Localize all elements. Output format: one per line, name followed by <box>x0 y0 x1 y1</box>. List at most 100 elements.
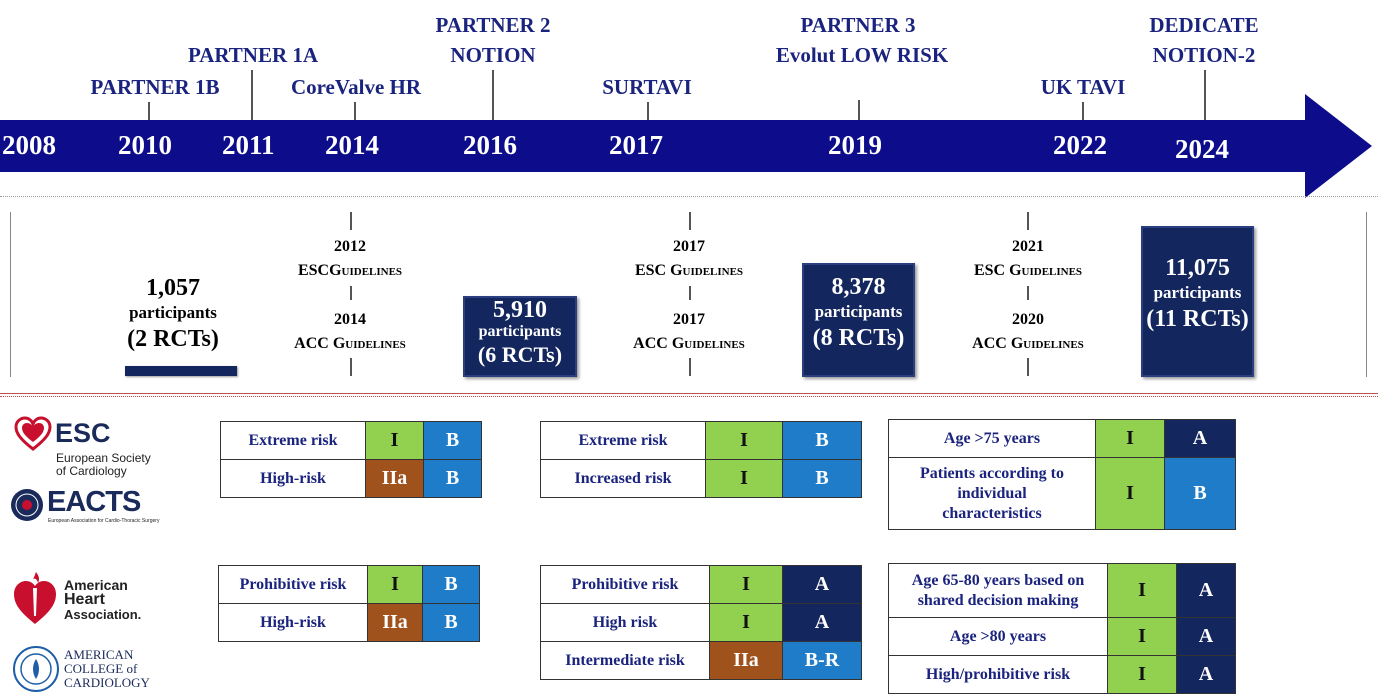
trial-notion: NOTION <box>450 43 536 67</box>
table-row: Patients according to individual charact… <box>888 457 1236 530</box>
level-cell: B <box>782 421 862 460</box>
level-cell: A <box>1176 655 1236 694</box>
level-cell: B <box>422 603 480 642</box>
level-cell: A <box>1176 617 1236 656</box>
participants-label: participants <box>129 303 217 322</box>
table-row: High/prohibitive risk I A <box>888 655 1236 694</box>
level-cell: A <box>782 565 862 604</box>
eacts-logo-mark: EACTS <box>47 486 141 518</box>
tick-2019 <box>858 100 860 120</box>
risk-label: High risk <box>540 603 710 642</box>
trial-evolut: Evolut LOW RISK <box>775 43 949 67</box>
acc-recommendation-table-1: Prohibitive risk I B High-risk IIa B <box>218 565 480 642</box>
level-cell: A <box>782 603 862 642</box>
class-cell: I <box>709 565 783 604</box>
table-row: Age >75 years I A <box>888 419 1236 458</box>
table-row: Intermediate risk IIa B-R <box>540 641 862 680</box>
tick-2014 <box>354 102 356 120</box>
risk-label: Extreme risk <box>220 421 366 460</box>
guide-tick <box>1027 358 1029 376</box>
esc-recommendation-table-2: Extreme risk I B Increased risk I B <box>540 421 862 498</box>
table-row: Age >80 years I A <box>888 617 1236 656</box>
participants-number: 8,378 <box>831 274 886 300</box>
esc-logo-line2: of Cardiology <box>56 464 127 478</box>
level-cell: A <box>1176 563 1236 618</box>
eacts-logo-sub: European Association for Cardio-Thoracic… <box>48 518 160 524</box>
guide-tick <box>1027 286 1029 300</box>
tick-2017 <box>647 102 649 120</box>
year-2017: 2017 <box>609 130 663 160</box>
year-2010: 2010 <box>118 130 172 160</box>
esc-guideline-label: ESCGuidelines <box>297 262 403 279</box>
participants-rcts: (6 RCTs) <box>477 342 563 367</box>
esc-recommendation-table-3: Age >75 years I A Patients according to … <box>888 419 1236 530</box>
class-cell: IIa <box>367 603 423 642</box>
class-cell: I <box>1095 419 1165 458</box>
eacts-seal-icon <box>11 489 43 521</box>
class-cell: IIa <box>365 459 424 498</box>
risk-label-text: Age >75 years <box>943 429 1041 447</box>
acc-guideline-year: 2014 <box>334 311 366 328</box>
table-row: High-risk IIa B <box>220 459 482 498</box>
esc-guideline-year: 2017 <box>673 238 705 255</box>
esc-guideline-label: ESC Guidelines <box>634 262 744 279</box>
divider-top <box>0 196 1378 197</box>
esc-heart-icon <box>14 416 52 451</box>
participants-box-2: 5,910 participants (6 RCTs) <box>463 296 577 377</box>
participants-label: participants <box>1153 283 1242 302</box>
tick-2024 <box>1204 70 1206 120</box>
class-cell: I <box>365 421 424 460</box>
guide-tick <box>689 212 691 230</box>
esc-guideline-year: 2021 <box>1012 238 1044 255</box>
table-row: High risk I A <box>540 603 862 642</box>
risk-label: Prohibitive risk <box>540 565 710 604</box>
level-cell: B-R <box>782 641 862 680</box>
year-2008: 2008 <box>2 130 56 160</box>
class-cell: I <box>709 603 783 642</box>
aha-logo-line2: Heart <box>64 591 105 608</box>
acc-guideline-label: ACC Guidelines <box>294 335 406 352</box>
trial-partner1b: PARTNER 1B <box>90 75 220 99</box>
acc-recommendation-table-2: Prohibitive risk I A High risk I A Inter… <box>540 565 862 680</box>
acc-guideline-label: ACC Guidelines <box>972 335 1084 352</box>
class-cell: I <box>705 421 783 460</box>
esc-guideline-year: 2012 <box>334 238 366 255</box>
trial-corevalve: CoreValve HR <box>290 75 422 99</box>
acc-seal-icon <box>13 646 59 692</box>
participants-bar-1 <box>125 366 237 376</box>
level-cell: B <box>1164 457 1236 530</box>
table-row: Age 65-80 years based on shared decision… <box>888 563 1236 618</box>
level-cell: B <box>422 565 480 604</box>
level-cell: B <box>423 459 482 498</box>
guide-tick <box>350 212 352 230</box>
trial-uktavi: UK TAVI <box>1040 75 1126 99</box>
risk-label: Patients according to individual charact… <box>888 457 1096 530</box>
participants-label: participants <box>814 302 903 321</box>
year-2014: 2014 <box>325 130 379 160</box>
divider-red <box>0 393 1378 394</box>
level-cell: B <box>423 421 482 460</box>
aha-logo-line1: American <box>64 577 128 593</box>
side-line-right <box>1366 212 1367 377</box>
acc-logo-line2: COLLEGE of <box>64 661 138 676</box>
esc-logo-line1: European Society <box>56 451 151 465</box>
risk-label: High-risk <box>218 603 368 642</box>
risk-label: Intermediate risk <box>540 641 710 680</box>
risk-label: Prohibitive risk <box>218 565 368 604</box>
acc-logo-line1: AMERICAN <box>64 647 134 662</box>
trial-dedicate: DEDICATE <box>1149 13 1259 37</box>
participants-rcts: (2 RCTs) <box>127 326 219 352</box>
aha-heart-torch-icon <box>14 572 56 624</box>
year-2016: 2016 <box>463 130 517 160</box>
table-row: Extreme risk I B <box>220 421 482 460</box>
risk-label: Increased risk <box>540 459 706 498</box>
table-row: Prohibitive risk I B <box>218 565 480 604</box>
class-cell: I <box>1095 457 1165 530</box>
table-row: Extreme risk I B <box>540 421 862 460</box>
trial-notion2: NOTION-2 <box>1152 43 1256 67</box>
year-2024: 2024 <box>1175 134 1229 164</box>
side-line-left <box>10 212 11 377</box>
timeline-arrow <box>0 94 1372 198</box>
level-cell: A <box>1164 419 1236 458</box>
esc-guideline-label: ESC Guidelines <box>973 262 1083 279</box>
